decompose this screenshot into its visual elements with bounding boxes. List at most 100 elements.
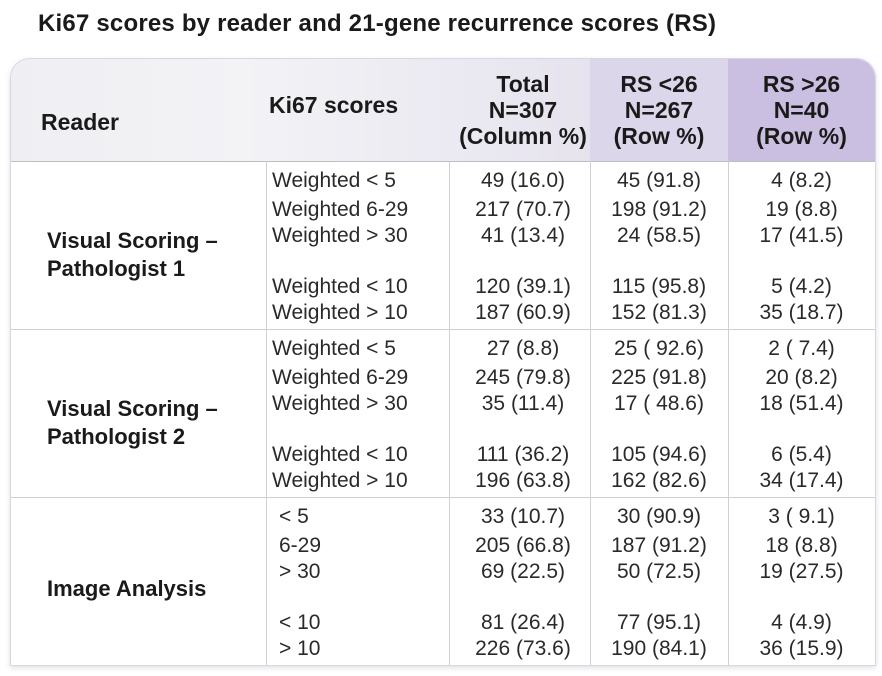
table-row: Weighted 6-29 217 (70.7) 198 (91.2) 19 (… xyxy=(11,198,875,224)
table-row: Weighted > 10 187 (60.9) 152 (81.3) 35 (… xyxy=(11,301,875,327)
total-cell: 226 (73.6) xyxy=(475,637,571,660)
rs-low-cell: 162 (82.6) xyxy=(611,469,707,492)
ki67-cell: Weighted < 10 xyxy=(272,443,408,466)
ki67-cell: Weighted 6-29 xyxy=(272,366,409,389)
table-row: 6-29 205 (66.8) 187 (91.2) 18 (8.8) xyxy=(11,534,875,560)
total-cell: 120 (39.1) xyxy=(475,275,571,298)
rs-low-cell: 225 (91.8) xyxy=(611,366,707,389)
column-divider xyxy=(449,161,450,665)
section-divider xyxy=(11,329,875,330)
results-table: Reader Ki67 scores Total N=307 (Column %… xyxy=(10,58,876,666)
ki67-cell: Weighted > 10 xyxy=(272,301,408,324)
reader-label-line: Visual Scoring – xyxy=(47,228,218,253)
table-row: < 5 33 (10.7) 30 (90.9) 3 ( 9.1) xyxy=(11,505,875,531)
header-rs-high-line: RS >26 xyxy=(762,71,841,97)
header-rs-high-line: (Row %) xyxy=(756,123,847,149)
table-row: Weighted < 5 49 (16.0) 45 (91.8) 4 (8.2) xyxy=(11,169,875,195)
rs-high-cell: 4 (4.9) xyxy=(771,611,832,634)
header-total-line: (Column %) xyxy=(459,123,587,149)
rs-high-cell: 19 (27.5) xyxy=(759,560,844,583)
rs-high-cell: 20 (8.2) xyxy=(765,366,838,389)
ki67-cell: Weighted < 5 xyxy=(272,337,396,360)
header-ki67: Ki67 scores xyxy=(269,92,399,118)
table-row: Weighted 6-29 245 (79.8) 225 (91.8) 20 (… xyxy=(11,366,875,392)
total-cell: 35 (11.4) xyxy=(481,392,565,415)
reader-label-line: Image Analysis xyxy=(47,576,207,601)
total-cell: 81 (26.4) xyxy=(480,611,566,634)
column-divider xyxy=(266,161,267,665)
ki67-cell: Weighted < 5 xyxy=(272,169,396,192)
ki67-cell: 6-29 xyxy=(279,534,322,557)
table-row: > 30 69 (22.5) 50 (72.5) 19 (27.5) xyxy=(11,560,875,586)
total-cell: 205 (66.8) xyxy=(475,534,571,557)
header-rs-high-line: N=40 xyxy=(773,97,830,123)
ki67-cell: Weighted > 30 xyxy=(272,392,408,415)
total-cell: 111 (36.2) xyxy=(476,443,570,466)
total-cell: 196 (63.8) xyxy=(475,469,571,492)
total-cell: 217 (70.7) xyxy=(475,198,571,221)
ki67-cell: > 10 xyxy=(279,637,321,660)
header-rs-low-line: (Row %) xyxy=(613,123,705,149)
table-row: Weighted > 10 196 (63.8) 162 (82.6) 34 (… xyxy=(11,469,875,495)
rs-high-cell: 18 (51.4) xyxy=(759,392,844,415)
rs-high-cell: 17 (41.5) xyxy=(759,224,844,247)
header-total: Total N=307 (Column %) xyxy=(449,59,597,161)
rs-low-cell: 105 (94.6) xyxy=(611,443,707,466)
header-rs-high-background xyxy=(728,59,875,161)
ki67-cell: < 5 xyxy=(279,505,309,528)
header-total-line: N=307 xyxy=(488,97,558,123)
page-title: Ki67 scores by reader and 21-gene recurr… xyxy=(38,10,717,37)
table-row: < 10 81 (26.4) 77 (95.1) 4 (4.9) xyxy=(11,611,875,637)
table-row: > 10 226 (73.6) 190 (84.1) 36 (15.9) xyxy=(11,637,875,663)
table-row: Weighted < 5 27 (8.8) 25 ( 92.6) 2 ( 7.4… xyxy=(11,337,875,363)
rs-low-cell: 50 (72.5) xyxy=(616,560,702,583)
header-rs-low-background xyxy=(590,59,728,161)
header-rs-low: RS <26 N=267 (Row %) xyxy=(590,59,728,161)
reader-label: Image Analysis xyxy=(47,575,206,603)
rs-low-cell: 187 (91.2) xyxy=(611,534,707,557)
total-cell: 27 (8.8) xyxy=(486,337,560,360)
rs-high-cell: 34 (17.4) xyxy=(759,469,844,492)
header-reader: Reader xyxy=(41,109,119,135)
rs-low-cell: 45 (91.8) xyxy=(616,169,702,192)
header-divider xyxy=(11,161,875,162)
table-row: Weighted > 30 35 (11.4) 17 ( 48.6) 18 (5… xyxy=(11,392,875,418)
ki67-cell: > 30 xyxy=(279,560,321,583)
rs-high-cell: 18 (8.8) xyxy=(765,534,838,557)
total-cell: 69 (22.5) xyxy=(480,560,566,583)
rs-high-cell: 6 (5.4) xyxy=(771,443,832,466)
reader-label-line: Pathologist 2 xyxy=(47,424,186,449)
rs-low-cell: 77 (95.1) xyxy=(616,611,702,634)
total-cell: 41 (13.4) xyxy=(480,224,566,247)
reader-label-line: Pathologist 1 xyxy=(47,256,186,281)
header-total-line: Total xyxy=(496,71,550,97)
rs-high-cell: 35 (18.7) xyxy=(759,301,844,324)
rs-low-cell: 25 ( 92.6) xyxy=(614,337,704,360)
rs-low-cell: 198 (91.2) xyxy=(611,198,707,221)
ki67-cell: Weighted 6-29 xyxy=(272,198,409,221)
reader-label: Visual Scoring – Pathologist 2 xyxy=(47,395,218,451)
total-cell: 187 (60.9) xyxy=(475,301,571,324)
ki67-cell: Weighted < 10 xyxy=(272,275,408,298)
rs-low-cell: 115 (95.8) xyxy=(611,275,707,298)
header-background xyxy=(11,59,590,161)
rs-low-cell: 30 (90.9) xyxy=(616,505,702,528)
rs-high-cell: 4 (8.2) xyxy=(771,169,832,192)
rs-high-cell: 5 (4.2) xyxy=(771,275,832,298)
total-cell: 245 (79.8) xyxy=(475,366,571,389)
rs-high-cell: 19 (8.8) xyxy=(765,198,838,221)
rs-low-cell: 190 (84.1) xyxy=(611,637,707,660)
table-row: Weighted < 10 111 (36.2) 105 (94.6) 6 (5… xyxy=(11,443,875,469)
rs-high-cell: 2 ( 7.4) xyxy=(768,337,835,360)
total-cell: 33 (10.7) xyxy=(480,505,566,528)
reader-label-line: Visual Scoring – xyxy=(47,396,218,421)
rs-high-cell: 36 (15.9) xyxy=(759,637,844,660)
ki67-cell: < 10 xyxy=(279,611,321,634)
rs-low-cell: 24 (58.5) xyxy=(616,224,702,247)
column-divider xyxy=(590,161,591,665)
column-divider xyxy=(728,161,729,665)
ki67-cell: Weighted > 10 xyxy=(272,469,408,492)
table-row: Weighted > 30 41 (13.4) 24 (58.5) 17 (41… xyxy=(11,224,875,250)
total-cell: 49 (16.0) xyxy=(480,169,566,192)
section-divider xyxy=(11,497,875,498)
